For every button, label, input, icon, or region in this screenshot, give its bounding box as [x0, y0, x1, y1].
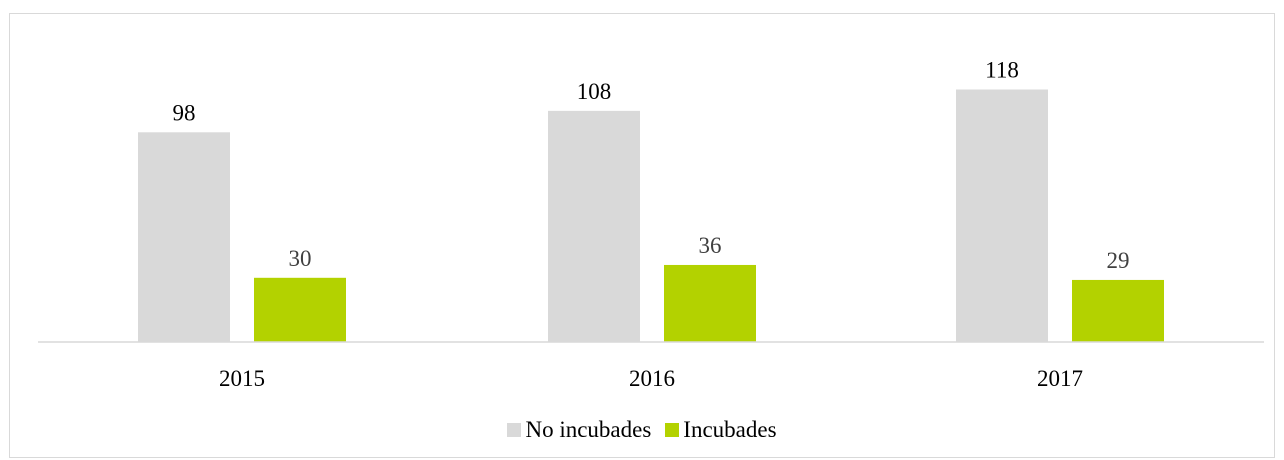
legend-label-no-incubades: No incubades — [525, 417, 652, 442]
bar-incubades-2016 — [664, 264, 756, 342]
bar-no-incubades-2015 — [138, 132, 230, 342]
legend-item-incubades: Incubades — [665, 417, 777, 443]
data-label-no-incubades-2017: 118 — [985, 57, 1019, 82]
legend-swatch-no-incubades — [507, 423, 522, 437]
bar-incubades-2017 — [1072, 279, 1164, 342]
data-label-incubades-2015: 30 — [289, 246, 312, 271]
bar-incubades-2015 — [254, 277, 346, 342]
legend-item-no-incubades: No incubades — [507, 417, 651, 443]
legend-label-incubades: Incubades — [683, 417, 777, 442]
x-tick-label-2016: 2016 — [629, 366, 675, 391]
x-tick-label-2015: 2015 — [219, 366, 265, 391]
data-label-no-incubades-2015: 98 — [173, 100, 196, 125]
bar-no-incubades-2016 — [548, 110, 640, 342]
bar-chart: 98 30 2015 108 36 2016 118 29 2017 — [38, 57, 1264, 391]
legend-swatch-incubades — [665, 423, 680, 437]
legend: No incubades Incubades — [0, 417, 1284, 443]
data-label-incubades-2016: 36 — [699, 233, 722, 258]
data-label-no-incubades-2016: 108 — [577, 79, 612, 104]
data-label-incubades-2017: 29 — [1107, 248, 1130, 273]
x-tick-label-2017: 2017 — [1037, 366, 1083, 391]
bar-no-incubades-2017 — [956, 89, 1048, 342]
